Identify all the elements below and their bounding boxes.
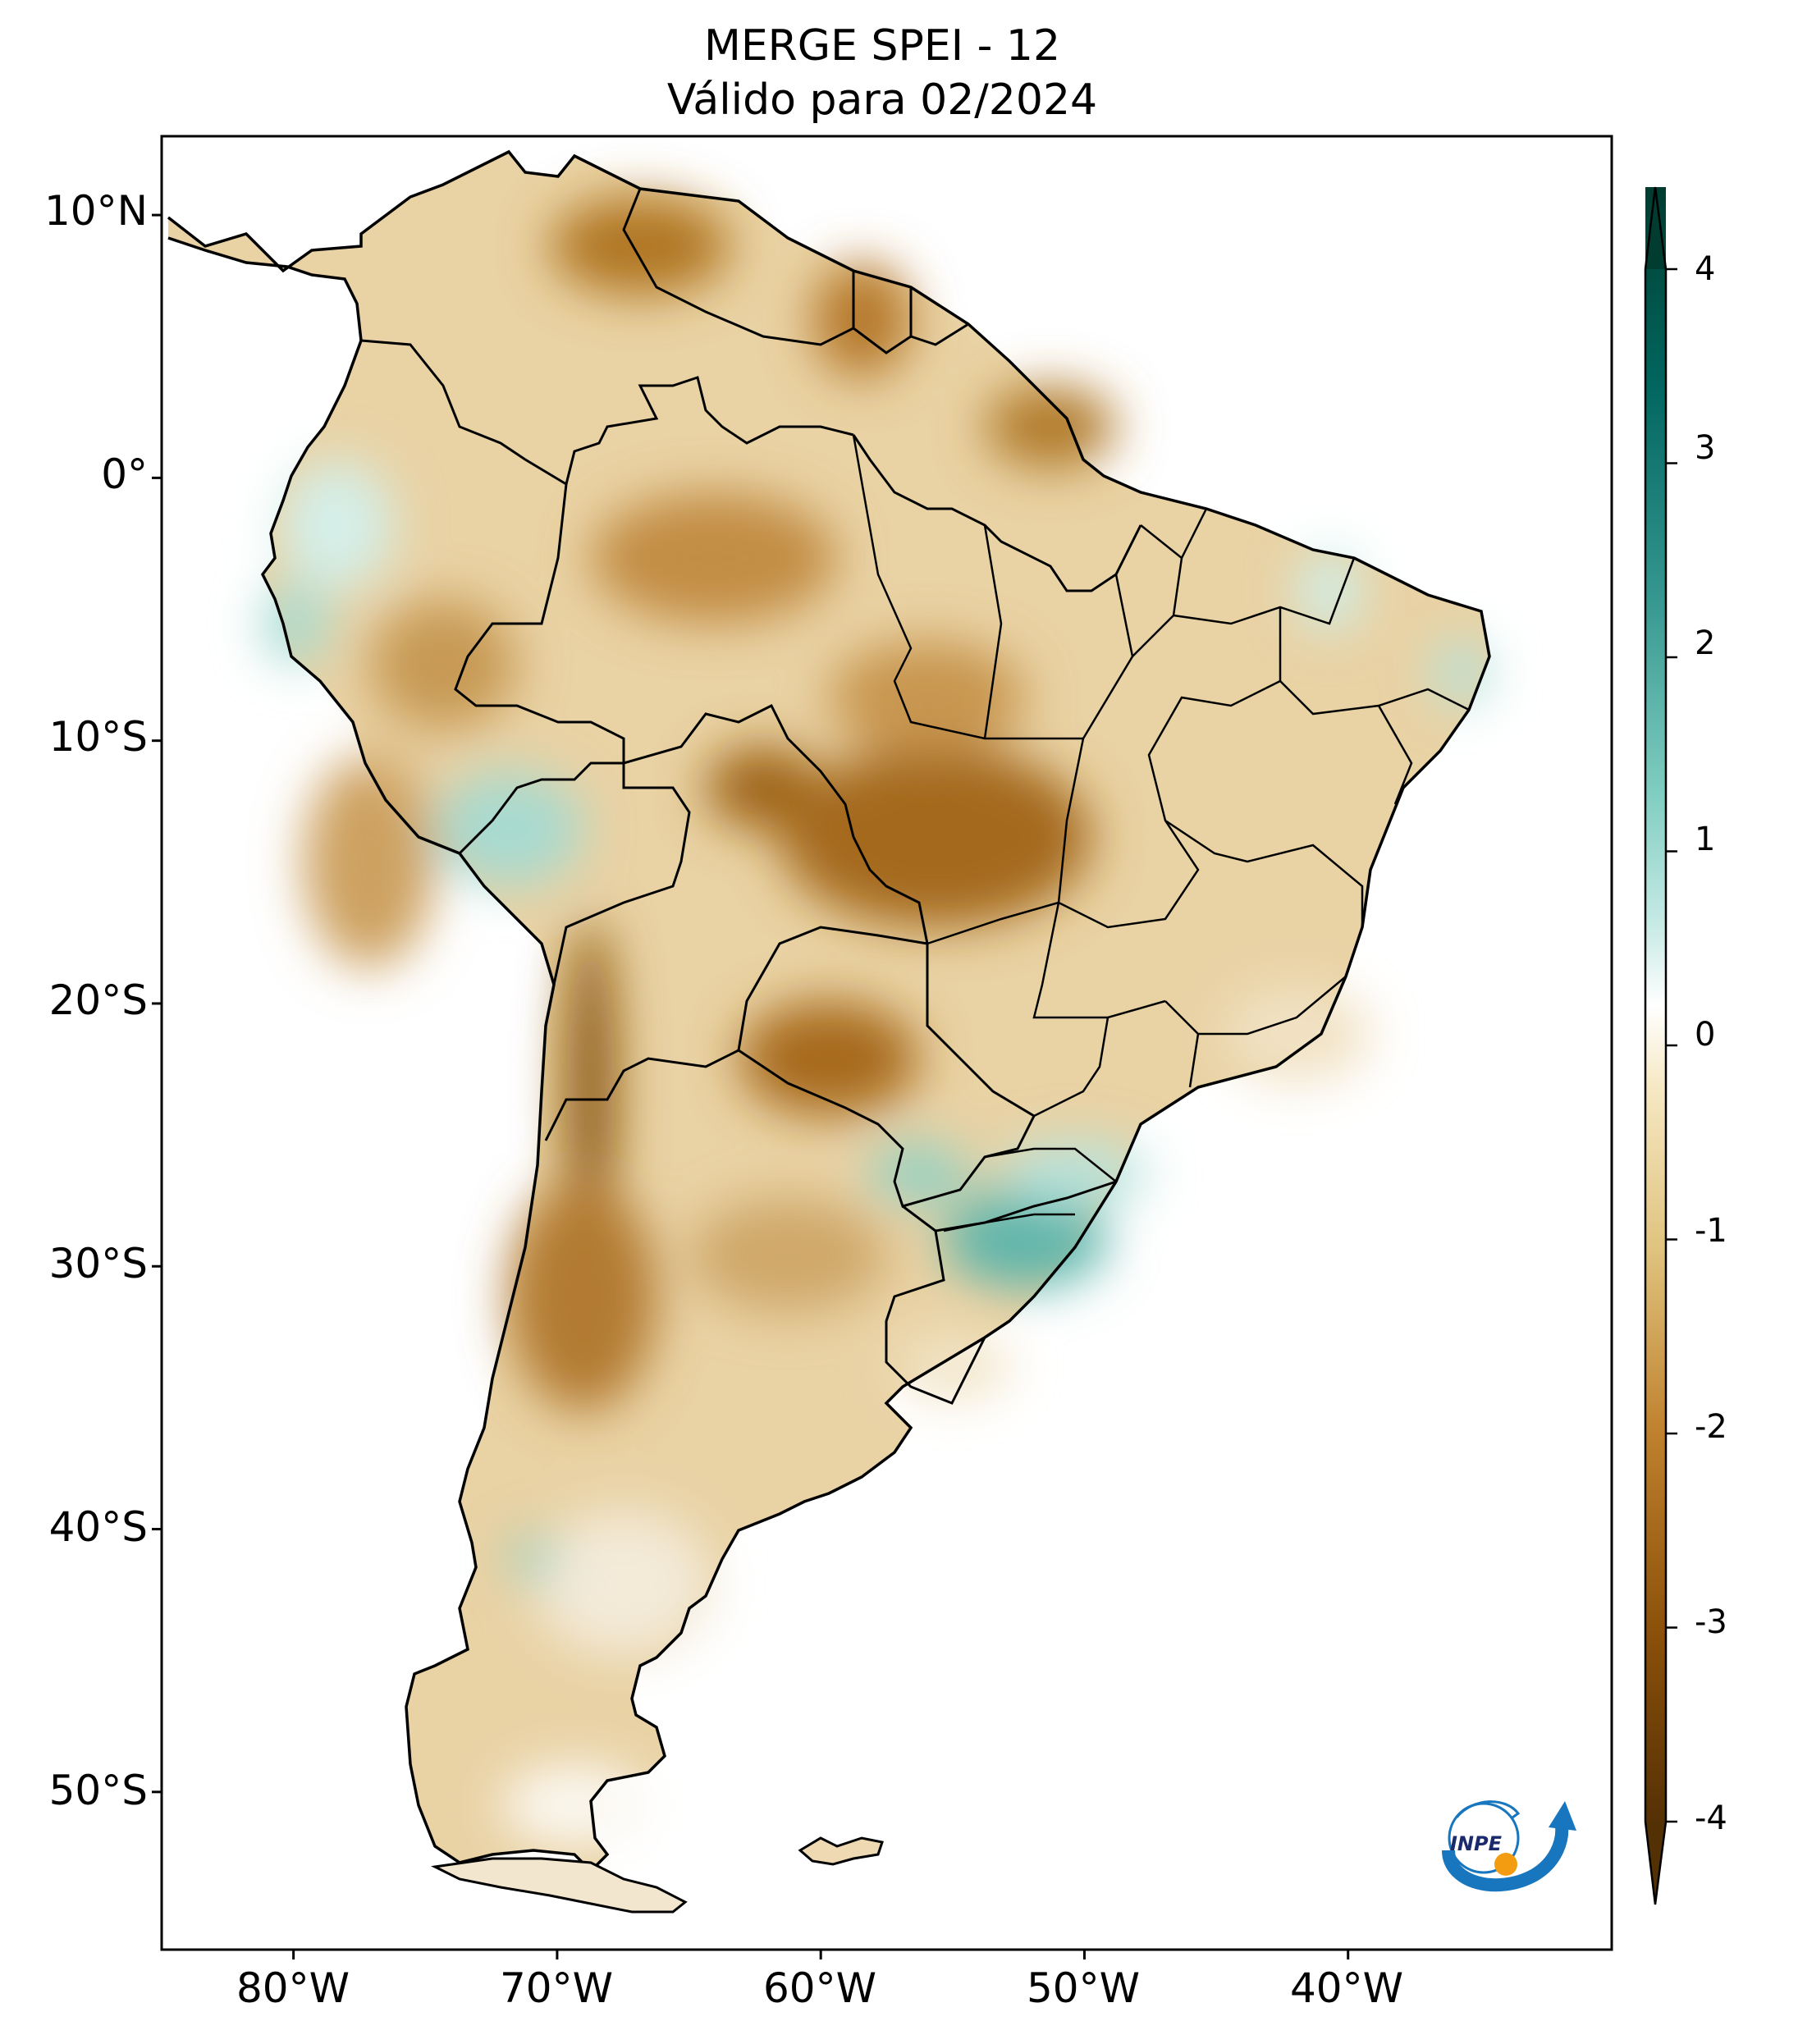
- lat-label-40s: 40°S: [48, 1503, 148, 1551]
- colorbar-top-extension: [1645, 187, 1666, 269]
- map-subtitle: Válido para 02/2024: [666, 75, 1098, 125]
- map-frame: [160, 135, 1613, 1951]
- colorbar: [1644, 186, 1677, 1905]
- colorbar-label-neg2: -2: [1695, 1408, 1727, 1446]
- falkland-islands: [798, 1836, 884, 1866]
- colorbar-label-1: 1: [1695, 821, 1716, 858]
- lat-label-50s: 50°S: [48, 1767, 148, 1814]
- coastline: [167, 149, 1491, 1873]
- lat-label-10n: 10°N: [43, 187, 148, 235]
- spei-anomaly-field: [263, 197, 1489, 1846]
- colorbar-bar: [1645, 187, 1666, 1826]
- lat-label-30s: 30°S: [48, 1240, 148, 1287]
- colorbar-label-neg1: -1: [1695, 1212, 1727, 1250]
- country-borders: [360, 188, 1142, 1405]
- lon-label-60w: 60°W: [762, 1964, 877, 2012]
- lon-label-70w: 70°W: [499, 1964, 614, 2012]
- longitude-ticks: [292, 1950, 1350, 1959]
- lat-label-0: 0°: [101, 450, 148, 498]
- inpe-logo-text: INPE: [1450, 1832, 1503, 1855]
- colorbar-ticks: [1666, 268, 1677, 1823]
- colorbar-bottom-extension: [1645, 1822, 1666, 1905]
- map-title: MERGE SPEI - 12: [703, 21, 1061, 71]
- lat-label-10s: 10°S: [48, 713, 148, 761]
- colorbar-label-neg4: -4: [1695, 1799, 1727, 1837]
- colorbar-label-2: 2: [1695, 624, 1716, 662]
- lat-label-20s: 20°S: [48, 976, 148, 1024]
- colorbar-label-4: 4: [1695, 250, 1716, 288]
- inpe-logo: INPE: [1442, 1800, 1576, 1892]
- colorbar-label-0: 0: [1695, 1016, 1716, 1054]
- colorbar-label-neg3: -3: [1695, 1603, 1727, 1641]
- colorbar-label-3: 3: [1695, 429, 1716, 467]
- lon-label-80w: 80°W: [236, 1964, 350, 2012]
- tierra-del-fuego: [431, 1857, 688, 1914]
- lon-label-50w: 50°W: [1026, 1964, 1141, 2012]
- lon-label-40w: 40°W: [1289, 1964, 1404, 2012]
- latitude-ticks: [152, 213, 162, 1794]
- state-borders: [852, 434, 1470, 1232]
